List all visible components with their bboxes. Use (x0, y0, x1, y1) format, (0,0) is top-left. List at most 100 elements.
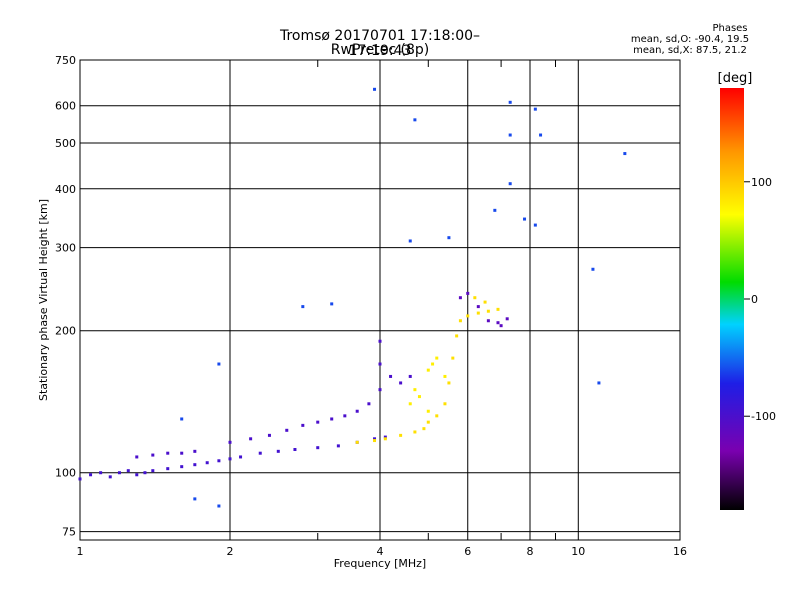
colorbar-tick-label: 100 (751, 176, 772, 189)
data-point (399, 381, 403, 385)
data-point (413, 388, 417, 392)
x-tick-label: 4 (377, 545, 384, 558)
chart-title: Tromsø 20170701 17:18:00–17:19:43 (279, 28, 481, 59)
data-point (293, 447, 297, 451)
data-point (330, 302, 334, 306)
data-point (426, 368, 430, 372)
chart-subtitle: RwPretec (8p) (330, 42, 430, 58)
x-tick-label: 8 (527, 545, 534, 558)
data-point (473, 296, 477, 300)
data-point (378, 362, 382, 366)
data-point (533, 223, 537, 227)
data-point (435, 414, 439, 418)
data-point (166, 467, 170, 471)
colorbar-tick-label: -100 (751, 410, 776, 423)
data-point (508, 182, 512, 186)
x-tick-label: 6 (464, 545, 471, 558)
data-point (533, 107, 537, 111)
data-point (408, 402, 412, 406)
data-point (373, 87, 377, 91)
y-axis-label: Stationary phase Virtual Height [km] (37, 199, 50, 401)
data-point (193, 497, 197, 501)
data-point (276, 449, 280, 453)
data-point (378, 388, 382, 392)
data-point (408, 239, 412, 243)
phase-x-stats: mean, sd,X: 87.5, 21.2 (633, 45, 747, 56)
data-point (143, 471, 147, 475)
data-point (193, 449, 197, 453)
data-point (505, 317, 509, 321)
data-point (383, 437, 387, 441)
data-point (383, 435, 387, 439)
data-point (426, 409, 430, 413)
data-point (373, 439, 377, 443)
y-tick-label: 200 (55, 325, 76, 338)
x-tick-label: 2 (227, 545, 234, 558)
data-point (135, 455, 139, 459)
y-tick-label: 100 (55, 467, 76, 480)
y-tick-label: 500 (55, 137, 76, 150)
data-point (413, 118, 417, 122)
data-point (117, 471, 121, 475)
colorbar-label: [deg] (718, 71, 753, 86)
data-point (422, 427, 426, 431)
data-point (301, 305, 305, 309)
data-point (205, 461, 209, 465)
x-tick-label: 1 (77, 545, 84, 558)
data-point (435, 356, 439, 360)
data-point (316, 420, 320, 424)
data-point (355, 409, 359, 413)
data-point (499, 324, 503, 328)
data-point (378, 339, 382, 343)
data-point (408, 374, 412, 378)
y-tick-label: 600 (55, 100, 76, 113)
data-point (466, 291, 470, 295)
data-point (217, 504, 221, 508)
data-point (476, 305, 480, 309)
data-point (451, 356, 455, 360)
colorbar-tick-label: 0 (751, 293, 758, 306)
x-tick-label: 16 (673, 545, 687, 558)
data-point (135, 473, 139, 477)
data-point (431, 362, 435, 366)
data-point (180, 465, 184, 469)
data-point (193, 463, 197, 467)
data-point (78, 477, 82, 481)
data-point (389, 374, 393, 378)
data-point (239, 455, 243, 459)
data-point (447, 236, 451, 240)
data-point (399, 433, 403, 437)
data-point (217, 459, 221, 463)
colorbar (720, 88, 744, 510)
data-point (99, 471, 103, 475)
y-tick-label: 400 (55, 183, 76, 196)
data-point (447, 381, 451, 385)
data-point (367, 402, 371, 406)
data-point (343, 414, 347, 418)
data-point (180, 417, 184, 421)
data-point (267, 433, 271, 437)
data-point (108, 475, 112, 479)
data-point (458, 296, 462, 300)
data-point (330, 417, 334, 421)
data-point (523, 217, 527, 221)
data-point (486, 309, 490, 313)
data-points (78, 87, 627, 508)
data-point (623, 152, 627, 156)
data-point (496, 321, 500, 325)
data-point (180, 451, 184, 455)
y-tick-label: 300 (55, 242, 76, 255)
data-point (443, 402, 447, 406)
data-point (597, 381, 601, 385)
data-point (89, 473, 93, 477)
data-point (151, 453, 155, 457)
axis-ticks: 1 2 4 6 8 10 16 75 100 200 300 400 500 600 750 (55, 54, 687, 558)
data-point (486, 319, 490, 323)
data-point (539, 133, 543, 137)
data-point (458, 319, 462, 323)
data-point (301, 423, 305, 427)
data-point (373, 437, 377, 441)
data-point (126, 469, 130, 473)
data-point (151, 469, 155, 473)
